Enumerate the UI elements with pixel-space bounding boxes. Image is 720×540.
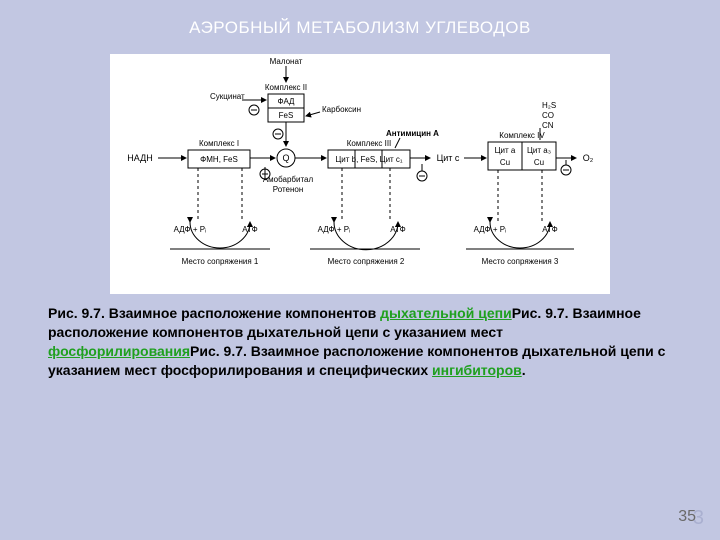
caption-link[interactable]: фосфорилирования	[48, 343, 190, 359]
atp3: АТФ	[542, 225, 557, 234]
atp2: АТФ	[390, 225, 405, 234]
adp2: АДФ + Pᵢ	[318, 225, 351, 234]
site1-label: Место сопряжения 1	[182, 257, 259, 266]
caption-link[interactable]: ингибиторов	[432, 362, 522, 378]
complex3-content: Цит b, FeS, Цит c₁	[335, 155, 403, 164]
page-number: 35	[678, 508, 696, 526]
cn-label: CN	[542, 121, 554, 130]
o2-label: O₂	[583, 153, 594, 163]
caption-text: Рис. 9.7. Взаимное расположение компонен…	[48, 305, 380, 321]
amobarbital-label: Амобарбитал	[263, 175, 314, 184]
complex1-content: ФМН, FeS	[200, 155, 238, 164]
h2s-label: H₂S	[542, 101, 556, 110]
complex2-fes: FeS	[279, 111, 294, 120]
adp1: АДФ + Pᵢ	[174, 225, 207, 234]
site3-label: Место сопряжения 3	[482, 257, 559, 266]
complex2-label: Комплекс II	[265, 83, 307, 92]
complex4-label: Комплекс IV	[499, 131, 545, 140]
complex1-label: Комплекс I	[199, 139, 239, 148]
nadh-label: НАДН	[127, 153, 152, 163]
antimycin-label: Антимицин А	[386, 129, 439, 138]
caption-link[interactable]: дыхательной цепи	[380, 305, 512, 321]
site2-label: Место сопряжения 2	[328, 257, 405, 266]
co-label: CO	[542, 111, 554, 120]
caption-text: .	[522, 362, 526, 378]
carboxin-label: Карбоксин	[322, 105, 361, 114]
cytc-label: Цит c	[437, 153, 460, 163]
diagram-container: ФАД FeS Комплекс II Малонат Сукцинат Кар…	[110, 54, 610, 294]
complex2-fad: ФАД	[278, 97, 296, 106]
diagram-svg: ФАД FeS Комплекс II Малонат Сукцинат Кар…	[110, 54, 610, 294]
c4-c2a: Цит a₃	[527, 146, 551, 155]
succinate-label: Сукцинат	[210, 92, 245, 101]
rotenone-label: Ротенон	[273, 185, 304, 194]
figure-caption: Рис. 9.7. Взаимное расположение компонен…	[48, 304, 672, 380]
c4-c1a: Цит a	[495, 146, 516, 155]
adp3: АДФ + Pᵢ	[474, 225, 507, 234]
complex3-label: Комплекс III	[347, 139, 392, 148]
page-title: АЭРОБНЫЙ МЕТАБОЛИЗМ УГЛЕВОДОВ	[0, 0, 720, 38]
malonate-label: Малонат	[270, 57, 303, 66]
Q-label: Q	[282, 153, 289, 163]
c4-c1b: Cu	[500, 158, 510, 167]
c4-c2b: Cu	[534, 158, 544, 167]
atp1: АТФ	[242, 225, 257, 234]
